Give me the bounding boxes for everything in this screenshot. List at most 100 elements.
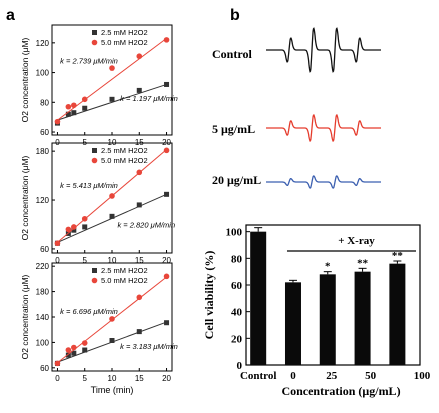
rate-annotation: k = 2.739 μM/min xyxy=(60,57,118,66)
data-point xyxy=(136,294,143,301)
significance-mark: * xyxy=(325,261,331,273)
rate-annotation: k = 5.413 μM/min xyxy=(60,181,118,190)
rate-annotation: k = 1.197 μM/min xyxy=(120,94,178,103)
x-tick-label: 5 xyxy=(83,374,88,383)
y-tick-label: 220 xyxy=(36,262,50,271)
data-point xyxy=(82,224,88,230)
bar xyxy=(319,274,336,365)
data-point xyxy=(136,169,143,176)
data-point xyxy=(136,87,142,93)
x-axis-label: Time (min) xyxy=(91,385,134,395)
x-axis-label: Concentration (μg/mL) xyxy=(281,384,400,398)
y-tick-label: 140 xyxy=(36,313,50,322)
data-point xyxy=(109,65,115,71)
data-point xyxy=(81,340,88,346)
data-point xyxy=(65,352,71,358)
epr-trace xyxy=(266,113,381,143)
significance-mark: ** xyxy=(357,257,369,269)
bar xyxy=(354,271,371,365)
y-tick-label: 60 xyxy=(40,128,49,137)
data-point xyxy=(65,226,72,233)
data-point xyxy=(136,202,142,208)
rate-annotation: k = 2.820 μM/min xyxy=(117,221,175,230)
legend-marker xyxy=(91,39,98,46)
legend-label: 2.5 mM H2O2 xyxy=(101,266,148,275)
y-tick-label: 180 xyxy=(36,288,50,297)
data-point xyxy=(82,347,88,353)
data-point xyxy=(109,96,115,102)
epr-trace xyxy=(266,175,381,189)
data-point xyxy=(109,213,115,219)
y-axis-label: O2 concentration (μM) xyxy=(20,274,30,359)
x-tick-label: 5 xyxy=(83,256,88,265)
legend-label: 5.0 mM H2O2 xyxy=(101,38,148,47)
data-point xyxy=(54,118,61,125)
data-point xyxy=(71,110,77,116)
epr-spectra: Control 5 μg/mL 20 μg/mL xyxy=(212,27,381,189)
x-tick-label: 15 xyxy=(135,256,144,265)
data-point xyxy=(136,53,143,60)
y-tick-label: 120 xyxy=(36,39,50,48)
data-point xyxy=(71,344,77,351)
data-point xyxy=(65,103,72,110)
y-tick-label: 80 xyxy=(40,98,49,107)
treatment-label: + X-ray xyxy=(338,235,375,247)
significance-mark: ** xyxy=(392,250,404,262)
data-point xyxy=(71,227,77,233)
y-axis-label: O2 concentration (μM) xyxy=(20,155,30,240)
data-point xyxy=(163,273,170,280)
y-tick-label: 100 xyxy=(226,227,243,239)
y-axis-label: O2 concentration (μM) xyxy=(20,37,30,122)
data-point xyxy=(71,224,77,230)
panel-label-a: a xyxy=(6,7,15,24)
data-point xyxy=(109,316,115,322)
category-label: 50 xyxy=(365,370,377,382)
y-tick-label: 60 xyxy=(40,364,49,373)
legend-marker xyxy=(91,277,98,284)
data-point xyxy=(65,111,71,117)
y-tick-label: 20 xyxy=(231,333,243,345)
y-axis-label: Cell viability (%) xyxy=(202,251,216,340)
x-tick-label: 10 xyxy=(108,256,117,265)
y-tick-label: 80 xyxy=(231,253,243,265)
category-label: Control xyxy=(240,370,276,382)
data-point xyxy=(163,37,170,43)
data-point xyxy=(71,350,77,356)
y-tick-label: 0 xyxy=(237,360,243,372)
data-point xyxy=(82,105,88,111)
x-tick-label: 20 xyxy=(162,374,171,383)
trace-label: 20 μg/mL xyxy=(212,173,261,187)
category-label: 0 xyxy=(290,370,296,382)
trace-label: Control xyxy=(212,47,252,61)
rate-annotation: k = 3.183 μM/min xyxy=(120,342,178,351)
y-tick-label: 40 xyxy=(231,307,243,319)
data-point xyxy=(65,347,72,353)
x-tick-label: 15 xyxy=(135,374,144,383)
data-point xyxy=(164,320,170,326)
chart-a-mid: 60 120 180 0 5 10 15 20 O2 concentration (μM) 2.5… xyxy=(20,142,175,265)
x-tick-label: 0 xyxy=(55,374,60,383)
y-tick-label: 180 xyxy=(36,147,50,156)
data-point xyxy=(54,360,61,367)
data-point xyxy=(81,96,88,103)
x-tick-label: 20 xyxy=(162,256,171,265)
epr-trace xyxy=(266,27,381,73)
legend-label: 2.5 mM H2O2 xyxy=(101,28,148,37)
rate-annotation: k = 6.696 μM/min xyxy=(60,307,118,316)
data-point xyxy=(109,338,115,344)
category-label: 100 xyxy=(414,370,431,382)
data-point xyxy=(164,191,170,197)
trace-label: 5 μg/mL xyxy=(212,122,255,136)
legend-marker xyxy=(91,157,98,164)
bar xyxy=(250,231,267,365)
legend-label: 5.0 mM H2O2 xyxy=(101,156,148,165)
y-tick-label: 100 xyxy=(36,338,50,347)
legend-marker xyxy=(92,148,97,153)
legend-label: 5.0 mM H2O2 xyxy=(101,276,148,285)
chart-a-bottom: 60 100 140 180 220 0 5 10 15 20 O2 concentration (… xyxy=(20,262,178,395)
y-tick-label: 120 xyxy=(36,196,50,205)
legend-label: 2.5 mM H2O2 xyxy=(101,146,148,155)
